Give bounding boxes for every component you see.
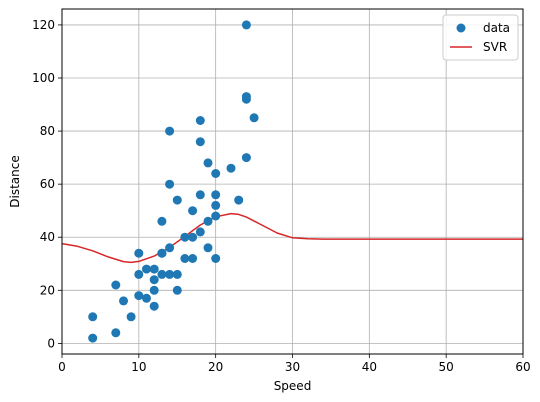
- legend-marker-data: [456, 23, 466, 33]
- data-point: [172, 269, 182, 279]
- x-tick-label: 40: [362, 360, 377, 374]
- y-tick-label: 100: [32, 71, 55, 85]
- data-point: [211, 200, 221, 210]
- data-point: [203, 216, 213, 226]
- data-point: [111, 280, 121, 290]
- data-point: [180, 254, 190, 263]
- legend-label-svr: SVR: [483, 40, 507, 54]
- y-tick-label: 20: [40, 283, 55, 297]
- data-point: [211, 254, 221, 263]
- data-point: [211, 169, 221, 178]
- y-tick-label: 120: [32, 18, 55, 32]
- data-point: [157, 269, 167, 279]
- x-tick-label: 0: [58, 360, 66, 374]
- data-point: [157, 216, 167, 226]
- data-point: [172, 195, 182, 205]
- data-point: [195, 190, 205, 200]
- data-point: [188, 232, 198, 242]
- data-point: [249, 113, 259, 123]
- data-point: [111, 328, 121, 338]
- data-point: [142, 264, 151, 274]
- data-point: [134, 291, 144, 301]
- data-point: [165, 243, 175, 253]
- data-point: [142, 293, 151, 303]
- y-tick-label: 80: [40, 124, 55, 138]
- data-point: [211, 211, 221, 221]
- data-point: [157, 248, 167, 258]
- data-point: [195, 116, 205, 125]
- data-point: [88, 333, 98, 343]
- x-tick-label: 30: [285, 360, 300, 374]
- data-point: [180, 232, 190, 242]
- data-series: [88, 20, 259, 343]
- x-axis-label: Speed: [274, 379, 312, 393]
- data-point: [172, 285, 182, 295]
- svr-series: [61, 212, 523, 264]
- data-point: [226, 163, 236, 173]
- data-point: [241, 92, 251, 102]
- y-tick-label: 60: [40, 177, 55, 191]
- legend-label-data: data: [483, 21, 510, 35]
- data-point: [149, 285, 159, 295]
- data-point: [134, 269, 144, 279]
- svr-line: [61, 212, 523, 264]
- x-tick-label: 20: [208, 360, 223, 374]
- y-axis-label: Distance: [8, 155, 22, 207]
- y-tick-label: 40: [40, 230, 55, 244]
- data-point: [195, 137, 205, 147]
- data-point: [149, 264, 159, 274]
- data-point: [188, 206, 198, 216]
- data-point: [195, 227, 205, 237]
- x-tick-label: 50: [439, 360, 454, 374]
- data-point: [126, 312, 136, 322]
- data-point: [241, 20, 251, 30]
- data-point: [203, 243, 213, 253]
- data-point: [211, 190, 221, 200]
- data-point: [203, 158, 213, 168]
- legend: data SVR: [442, 14, 519, 61]
- data-point: [119, 296, 128, 306]
- data-point: [188, 254, 198, 263]
- data-point: [165, 179, 175, 189]
- y-tick-label: 0: [47, 336, 55, 350]
- data-point: [165, 126, 175, 136]
- x-tick-label: 10: [131, 360, 146, 374]
- x-tick-label: 60: [515, 360, 530, 374]
- data-point: [149, 301, 159, 311]
- axis-ticks: 0 10 20 30 40 50 60 0 20 40 60 80 100 120: [32, 18, 531, 374]
- data-point: [165, 269, 175, 279]
- data-point: [234, 195, 244, 205]
- data-point: [88, 312, 98, 322]
- data-point: [134, 248, 144, 258]
- data-point: [241, 153, 251, 163]
- data-point: [149, 275, 159, 285]
